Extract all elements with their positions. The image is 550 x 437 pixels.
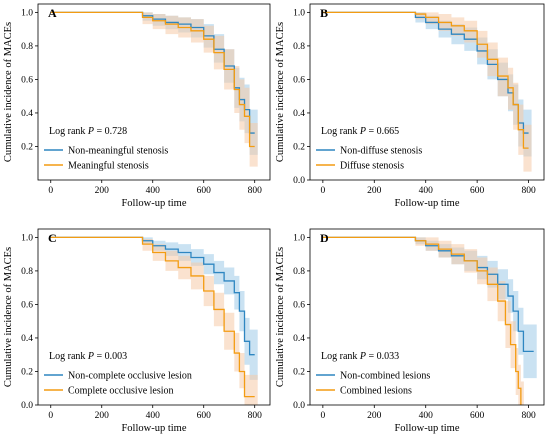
panel-letter: C — [48, 231, 57, 245]
ci-band-orange — [322, 12, 532, 172]
x-axis-label: Follow-up time — [121, 423, 186, 434]
y-tick-label: 1.0 — [293, 234, 305, 244]
x-tick-label: 800 — [248, 186, 263, 196]
legend-label: Non-combined lesions — [340, 371, 430, 382]
log-rank-prefix: Log rank — [321, 351, 360, 362]
y-tick-label: 0.8 — [21, 267, 33, 277]
panel-b: 0.0 0.2 0.4 0.6 0.8 1.0 0 200 400 600 800 Follow-up… — [275, 3, 545, 209]
y-tick-label: 0.2 — [293, 143, 305, 153]
y-tick-label: 0.2 — [293, 368, 305, 378]
y-tick-label: 0.4 — [293, 109, 305, 119]
log-rank-p: P — [87, 126, 94, 137]
series-line-orange — [50, 11, 255, 148]
y-tick-label: 0.8 — [293, 42, 305, 52]
log-rank-p: P — [359, 126, 366, 137]
plot-frame — [37, 3, 271, 181]
y-axis-label: Cumulative incidence of MACEs — [3, 22, 14, 162]
x-axis-label: Follow-up time — [121, 198, 186, 209]
y-tick-label: 0.0 — [21, 401, 33, 411]
x-tick-label: 600 — [197, 411, 212, 421]
panel-c: 0.0 0.2 0.4 0.6 0.8 1.0 0 200 400 600 800 Follow-up… — [3, 228, 271, 434]
log-rank-value: = 0.665 — [366, 126, 399, 137]
y-axis-label: Cumulative incidence of MACEs — [275, 247, 286, 387]
ci-band-blue — [50, 237, 258, 380]
y-axis-label: Cumulative incidence of MACEs — [3, 247, 14, 387]
y-tick-label: 0.2 — [21, 368, 33, 378]
ci-band-orange — [50, 237, 258, 405]
legend-label: Combined lesions — [340, 386, 412, 397]
x-tick-label: 200 — [367, 411, 382, 421]
x-tick-label: 0 — [48, 186, 53, 196]
x-axis-label: Follow-up time — [394, 423, 459, 434]
log-rank-prefix: Log rank — [321, 126, 360, 137]
panel-d: 0.0 0.2 0.4 0.6 0.8 1.0 0 200 400 600 800 Follow-up… — [275, 228, 545, 434]
log-rank-value: = 0.033 — [366, 351, 399, 362]
panel-letter: D — [320, 231, 329, 245]
legend-label: Non-diffuse stenosis — [340, 146, 422, 157]
log-rank-p: P — [87, 351, 94, 362]
x-tick-label: 0 — [48, 411, 53, 421]
x-tick-label: 400 — [146, 411, 161, 421]
y-tick-label: 1.0 — [293, 9, 305, 19]
series-line-blue — [50, 11, 255, 134]
log-rank-value: = 0.728 — [94, 126, 127, 137]
x-tick-label: 200 — [367, 186, 382, 196]
x-tick-label: 600 — [470, 411, 485, 421]
series-line-blue — [50, 236, 255, 356]
y-tick-label: 0.2 — [21, 143, 33, 153]
y-axis-label: Cumulative incidence of MACEs — [275, 22, 286, 162]
x-tick-label: 800 — [521, 411, 536, 421]
y-tick-label: 1.0 — [21, 9, 33, 19]
x-tick-label: 800 — [248, 411, 263, 421]
x-tick-label: 600 — [197, 186, 212, 196]
plot-frame — [309, 3, 545, 181]
series-line-orange — [322, 11, 529, 149]
log-rank-prefix: Log rank — [49, 351, 88, 362]
y-tick-label: 0.6 — [293, 301, 305, 311]
y-tick-label: 0.4 — [21, 109, 33, 119]
y-tick-label: 0.6 — [21, 301, 33, 311]
x-tick-label: 400 — [419, 411, 434, 421]
y-tick-label: 0.0 — [293, 401, 305, 411]
y-tick-label: 0.8 — [293, 267, 305, 277]
log-rank-text: Log rank P = 0.665 — [321, 126, 399, 137]
y-tick-label: 1.0 — [21, 234, 33, 244]
series-line-orange — [50, 236, 255, 398]
legend-label: Complete occlusive lesion — [68, 386, 174, 397]
x-tick-label: 400 — [146, 186, 161, 196]
x-tick-label: 800 — [521, 186, 536, 196]
legend-label: Diffuse stenosis — [340, 161, 404, 172]
plot-frame — [37, 228, 271, 406]
x-axis-label: Follow-up time — [394, 198, 459, 209]
series-line-orange — [322, 236, 522, 405]
ci-band-orange — [50, 12, 258, 167]
x-tick-label: 200 — [95, 411, 110, 421]
y-tick-label: 0.8 — [21, 42, 33, 52]
y-tick-label: 0.6 — [21, 76, 33, 86]
panel-a: 0.2 0.4 0.6 0.8 1.0 0 200 400 600 800 Follow-up ti… — [3, 3, 271, 209]
plot-frame — [309, 228, 545, 406]
y-tick-label: 0.6 — [293, 76, 305, 86]
x-tick-label: 400 — [419, 186, 434, 196]
panel-letter: B — [320, 6, 328, 20]
y-tick-label: 0.4 — [21, 334, 33, 344]
y-tick-label: 0.4 — [293, 334, 305, 344]
legend-label: Non-complete occlusive lesion — [68, 371, 192, 382]
log-rank-prefix: Log rank — [49, 126, 88, 137]
panel-letter: A — [48, 6, 57, 20]
x-tick-label: 0 — [320, 411, 325, 421]
legend-label: Meaningful stenosis — [68, 161, 149, 172]
y-tick-label: 0.0 — [293, 176, 305, 186]
x-tick-label: 200 — [95, 186, 110, 196]
log-rank-text: Log rank P = 0.728 — [49, 126, 127, 137]
legend-label: Non-meaningful stenosis — [68, 146, 168, 157]
x-tick-label: 0 — [320, 186, 325, 196]
log-rank-p: P — [359, 351, 366, 362]
log-rank-text: Log rank P = 0.003 — [49, 351, 127, 362]
x-tick-label: 600 — [470, 186, 485, 196]
log-rank-text: Log rank P = 0.033 — [321, 351, 399, 362]
log-rank-value: = 0.003 — [94, 351, 127, 362]
